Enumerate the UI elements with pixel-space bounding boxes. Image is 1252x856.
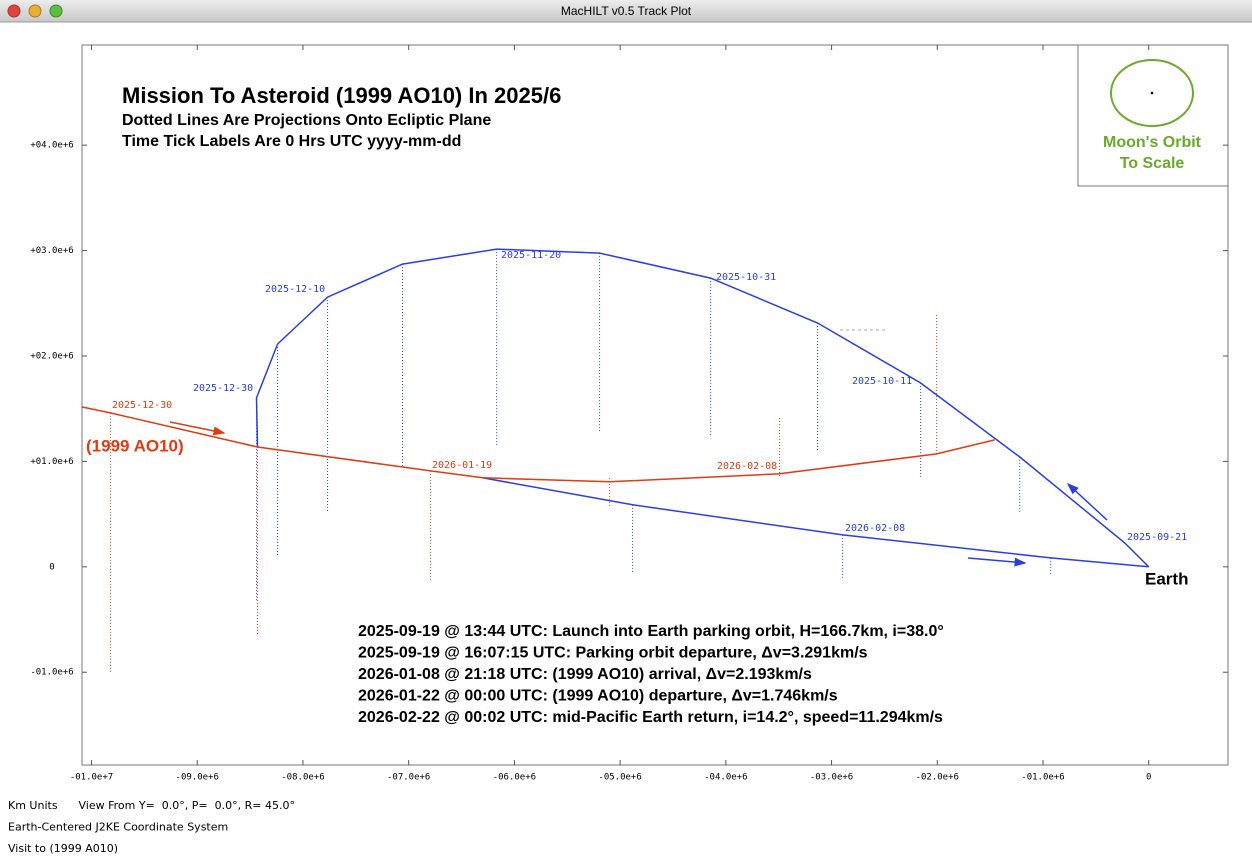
x-tick-label: -06.0e+6 [493,773,536,783]
time-label: 2025-10-31 [716,272,776,283]
moon-orbit [1110,59,1194,127]
x-tick-label: -02.0e+6 [916,773,959,783]
y-tick-label: +01.0e+6 [30,457,73,467]
track [482,477,1149,568]
x-tick-label: -01.0e+7 [70,773,113,783]
x-tick-label: -03.0e+6 [810,773,853,783]
subtitle: Time Tick Labels Are 0 Hrs UTC yyyy-mm-d… [122,133,461,150]
earth-dot [1150,91,1154,95]
y-tick-label: +04.0e+6 [30,141,73,151]
direction-arrow [169,421,226,436]
x-tick-label: -04.0e+6 [704,773,747,783]
direction-arrow [967,557,1027,567]
time-label: 2025-10-11 [852,376,912,387]
event-line: 2025-09-19 @ 13:44 UTC: Launch into Eart… [358,623,944,640]
track [81,406,995,483]
direction-arrow [1066,482,1108,521]
x-tick-label: 0 [1146,773,1151,783]
footer-line: Visit to (1999 A010) [8,842,118,855]
title-bar [0,0,1252,22]
object-label: (1999 AO10) [86,436,184,455]
minimize-button[interactable] [28,4,42,18]
footer-line: Earth-Centered J2KE Coordinate System [8,821,228,834]
inset-label: Moon's Orbit [1103,134,1202,151]
time-label: 2026-02-08 [845,523,905,534]
time-label: 2026-02-08 [717,461,777,472]
time-label: 2025-09-21 [1127,532,1187,543]
inset-box [1077,44,1229,187]
time-label: 2025-12-30 [193,383,253,394]
event-line: 2026-02-22 @ 00:02 UTC: mid-Pacific Eart… [358,709,943,726]
x-tick-label: -07.0e+6 [387,773,430,783]
x-tick-label: -01.0e+6 [1021,773,1064,783]
zoom-button[interactable] [49,4,63,18]
time-label: 2025-12-10 [265,284,325,295]
y-tick-label: 0 [49,562,54,572]
track [255,248,1150,568]
time-label: 2026-01-19 [432,460,492,471]
chart-title: Mission To Asteroid (1999 AO10) In 2025/… [122,83,561,108]
window-title: MacHILT v0.5 Track Plot [561,4,692,18]
plot-frame [81,44,1229,766]
subtitle: Dotted Lines Are Projections Onto Eclipt… [122,112,491,129]
time-label: 2025-12-30 [112,400,172,411]
y-tick-label: -01.0e+6 [30,668,73,678]
y-tick-label: +02.0e+6 [30,351,73,361]
event-line: 2026-01-22 @ 00:00 UTC: (1999 AO10) depa… [358,688,838,705]
event-line: 2025-09-19 @ 16:07:15 UTC: Parking orbit… [358,645,868,662]
x-tick-label: -05.0e+6 [598,773,641,783]
origin-label: Earth [1145,569,1188,588]
inset-label: To Scale [1120,155,1185,172]
x-tick-label: -08.0e+6 [281,773,324,783]
close-button[interactable] [7,4,21,18]
footer-line: Km Units View From Y= 0.0°, P= 0.0°, R= … [8,799,295,812]
y-tick-label: +03.0e+6 [30,246,73,256]
time-label: 2025-11-20 [501,250,561,261]
event-line: 2026-01-08 @ 21:18 UTC: (1999 AO10) arri… [358,666,812,683]
x-tick-label: -09.0e+6 [176,773,219,783]
